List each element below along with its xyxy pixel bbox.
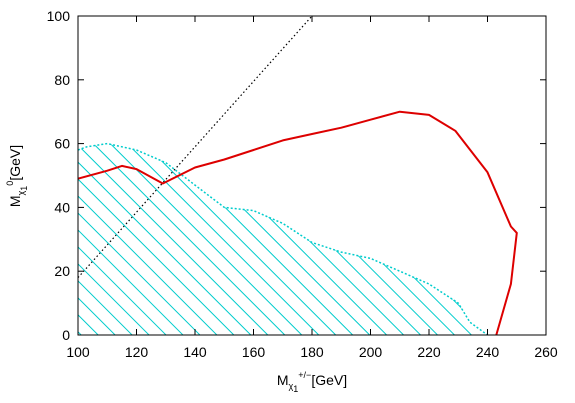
y-axis-label: Mχ10[GeV] xyxy=(5,145,29,207)
y-tick-label: 80 xyxy=(54,72,70,88)
ticks-layer: 100 120 140 160 180 200 220 240 260 0 20 40 60 80 100 xyxy=(47,8,558,360)
y-axis-label-sub: χ xyxy=(16,190,26,195)
x-tick-label: 120 xyxy=(125,344,149,360)
x-tick-label: 260 xyxy=(534,344,558,360)
contour-line xyxy=(78,110,518,335)
x-tick-label: 180 xyxy=(300,344,324,360)
y-axis-label-base: M xyxy=(7,195,23,207)
x-tick-label: 140 xyxy=(183,344,207,360)
x-tick-label: 240 xyxy=(476,344,500,360)
x-axis-label: Mχ1+/−[GeV] xyxy=(277,370,347,394)
x-axis-label-sup: +/− xyxy=(298,370,311,380)
y-tick-label: 0 xyxy=(62,327,70,343)
y-tick-label: 60 xyxy=(54,136,70,152)
y-tick-label: 20 xyxy=(54,263,70,279)
x-tick-label: 100 xyxy=(66,344,90,360)
series-layer xyxy=(78,16,518,335)
y-tick-label: 40 xyxy=(54,199,70,215)
x-axis-label-base: M xyxy=(277,372,289,388)
diagonal-line xyxy=(78,16,313,279)
x-tick-label: 200 xyxy=(359,344,383,360)
y-tick-label: 100 xyxy=(47,8,71,24)
y-axis-label-sup: 0 xyxy=(5,181,15,186)
x-axis-label-sub: χ xyxy=(289,381,294,391)
y-axis-label-unit: [GeV] xyxy=(7,145,23,181)
x-tick-label: 160 xyxy=(242,344,266,360)
excluded-region-fill xyxy=(78,143,488,335)
x-axis-label-subsub: 1 xyxy=(293,384,298,394)
x-axis-label-unit: [GeV] xyxy=(311,372,347,388)
y-axis-label-subsub: 1 xyxy=(19,186,29,191)
x-tick-label: 220 xyxy=(417,344,441,360)
